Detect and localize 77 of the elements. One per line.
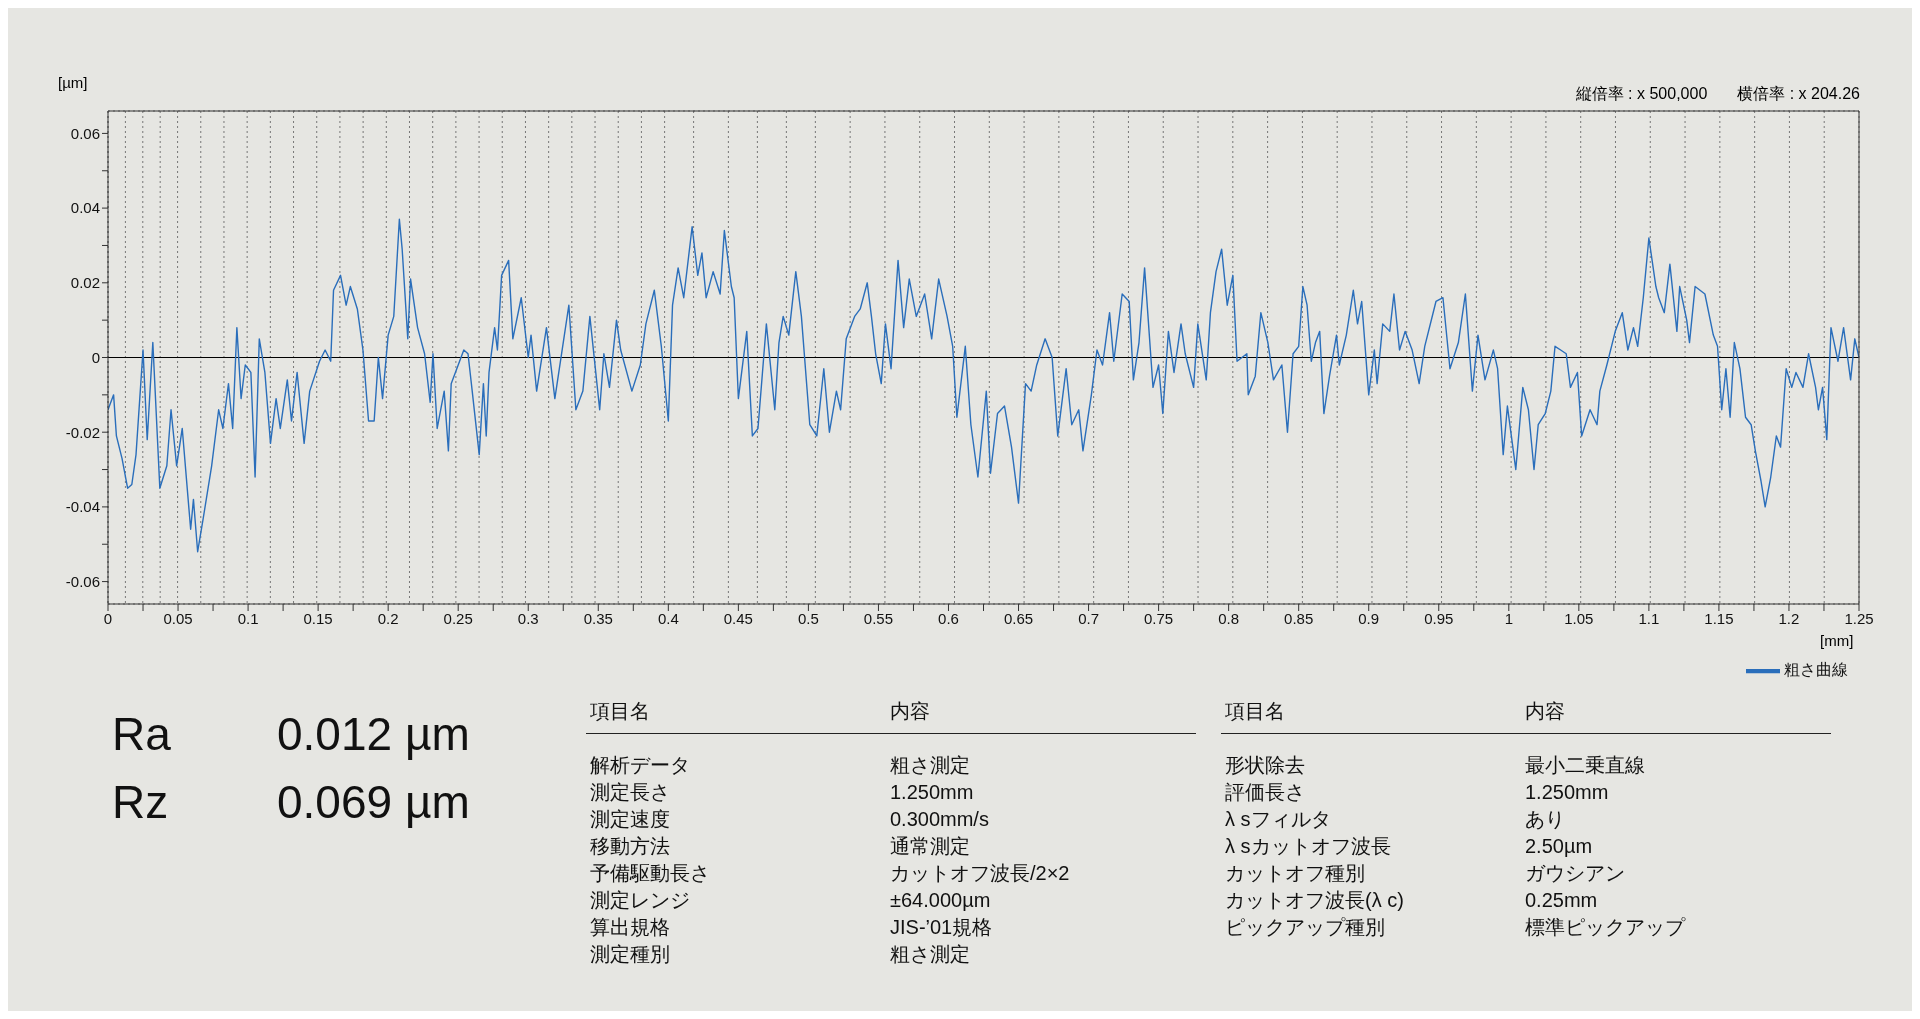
text: 標準ピックアップ: [1525, 915, 1685, 940]
x-tick-label: 0.35: [583, 609, 613, 627]
x-tick-label: 0.1: [237, 609, 259, 627]
text: 0.300mm/s: [890, 807, 989, 832]
text: 予備駆動長さ: [589, 861, 711, 886]
y-tick-label: 0.04: [70, 199, 100, 217]
x-tick-label: 0.7: [1078, 609, 1099, 627]
text: カットオフ波長/2×2: [890, 861, 1070, 886]
legend-label: 粗さ曲線: [1784, 661, 1848, 679]
y-tick-label: -0.06: [65, 572, 100, 590]
y-tick-label: 0: [91, 348, 100, 366]
text: 粗さ測定: [890, 942, 970, 967]
x-tick-label: 1.1: [1638, 609, 1660, 627]
text: 形状除去: [1224, 753, 1306, 778]
text: 解析データ: [589, 753, 691, 778]
text: 評価長さ: [1224, 780, 1306, 805]
y-tick-label: 0.02: [70, 274, 100, 292]
x-tick-label: 1.15: [1704, 609, 1734, 627]
x-tick-label: 0.2: [377, 609, 399, 627]
x-tick-label: 0.15: [303, 609, 333, 627]
y-tick-label: -0.02: [65, 423, 100, 441]
text: 0.25mm: [1525, 888, 1598, 913]
text: 0.012 µm: [277, 707, 470, 762]
text: 測定種別: [589, 942, 671, 967]
text: 項目名: [1224, 699, 1286, 724]
y-tick-label: 0.06: [70, 124, 100, 142]
text: ±64.000µm: [890, 888, 991, 913]
text: 通常測定: [890, 834, 970, 859]
text: 算出規格: [589, 915, 671, 940]
text: Ra: [112, 707, 172, 762]
text: カットオフ波長(λ c): [1224, 888, 1405, 913]
x-tick-label: 0.8: [1218, 609, 1240, 627]
text: 縦倍率 : x 500,000: [1575, 84, 1708, 104]
text: 測定レンジ: [589, 888, 691, 913]
x-tick-label: 1.2: [1778, 609, 1800, 627]
text: JIS-’01規格: [890, 915, 993, 940]
text: 1.250mm: [1525, 780, 1609, 805]
x-tick-label: 0.55: [863, 609, 894, 627]
text: 測定速度: [589, 807, 671, 832]
text: 1.250mm: [890, 780, 974, 805]
x-tick-label: 0: [103, 609, 113, 627]
x-tick-label: 0.4: [657, 609, 679, 627]
x-tick-label: 0.5: [797, 609, 819, 627]
text: 測定長さ: [589, 780, 671, 805]
text: 粗さ測定: [890, 753, 970, 778]
x-tick-label: 0.75: [1144, 609, 1174, 627]
x-tick-label: 1.05: [1564, 609, 1594, 627]
x-tick-label: 1.25: [1844, 609, 1874, 627]
text: カットオフ種別: [1224, 861, 1366, 886]
text: λ sフィルタ: [1224, 807, 1332, 832]
y-axis-title: [µm]: [58, 74, 88, 91]
text: あり: [1525, 807, 1565, 832]
x-tick-label: 0.25: [443, 609, 473, 627]
x-tick-label: 0.6: [938, 609, 959, 627]
x-tick-label: 1: [1504, 609, 1513, 627]
text: 0.069 µm: [277, 775, 470, 830]
x-axis-title: [mm]: [1820, 632, 1854, 649]
text: Rz: [112, 775, 170, 830]
x-tick-label: 0.95: [1424, 609, 1454, 627]
line-series: [108, 218, 1859, 553]
text: 最小二乗直線: [1525, 753, 1645, 778]
text: 2.50µm: [1525, 834, 1593, 859]
y-tick-label: -0.04: [65, 498, 100, 516]
x-tick-label: 0.05: [163, 609, 193, 627]
text: 内容: [1525, 699, 1565, 724]
x-tick-label: 0.3: [517, 609, 539, 627]
text: λ sカットオフ波長: [1224, 834, 1392, 859]
text: ピックアップ種別: [1224, 915, 1386, 940]
x-tick-label: 0.9: [1358, 609, 1380, 627]
text: 移動方法: [589, 834, 671, 859]
text: 内容: [890, 699, 930, 724]
text: 項目名: [589, 699, 651, 724]
text: 横倍率 : x 204.26: [1737, 84, 1860, 104]
x-tick-label: 0.65: [1003, 609, 1034, 627]
x-tick-label: 0.85: [1284, 609, 1314, 627]
text: ガウシアン: [1525, 861, 1625, 886]
x-tick-label: 0.45: [723, 609, 753, 627]
